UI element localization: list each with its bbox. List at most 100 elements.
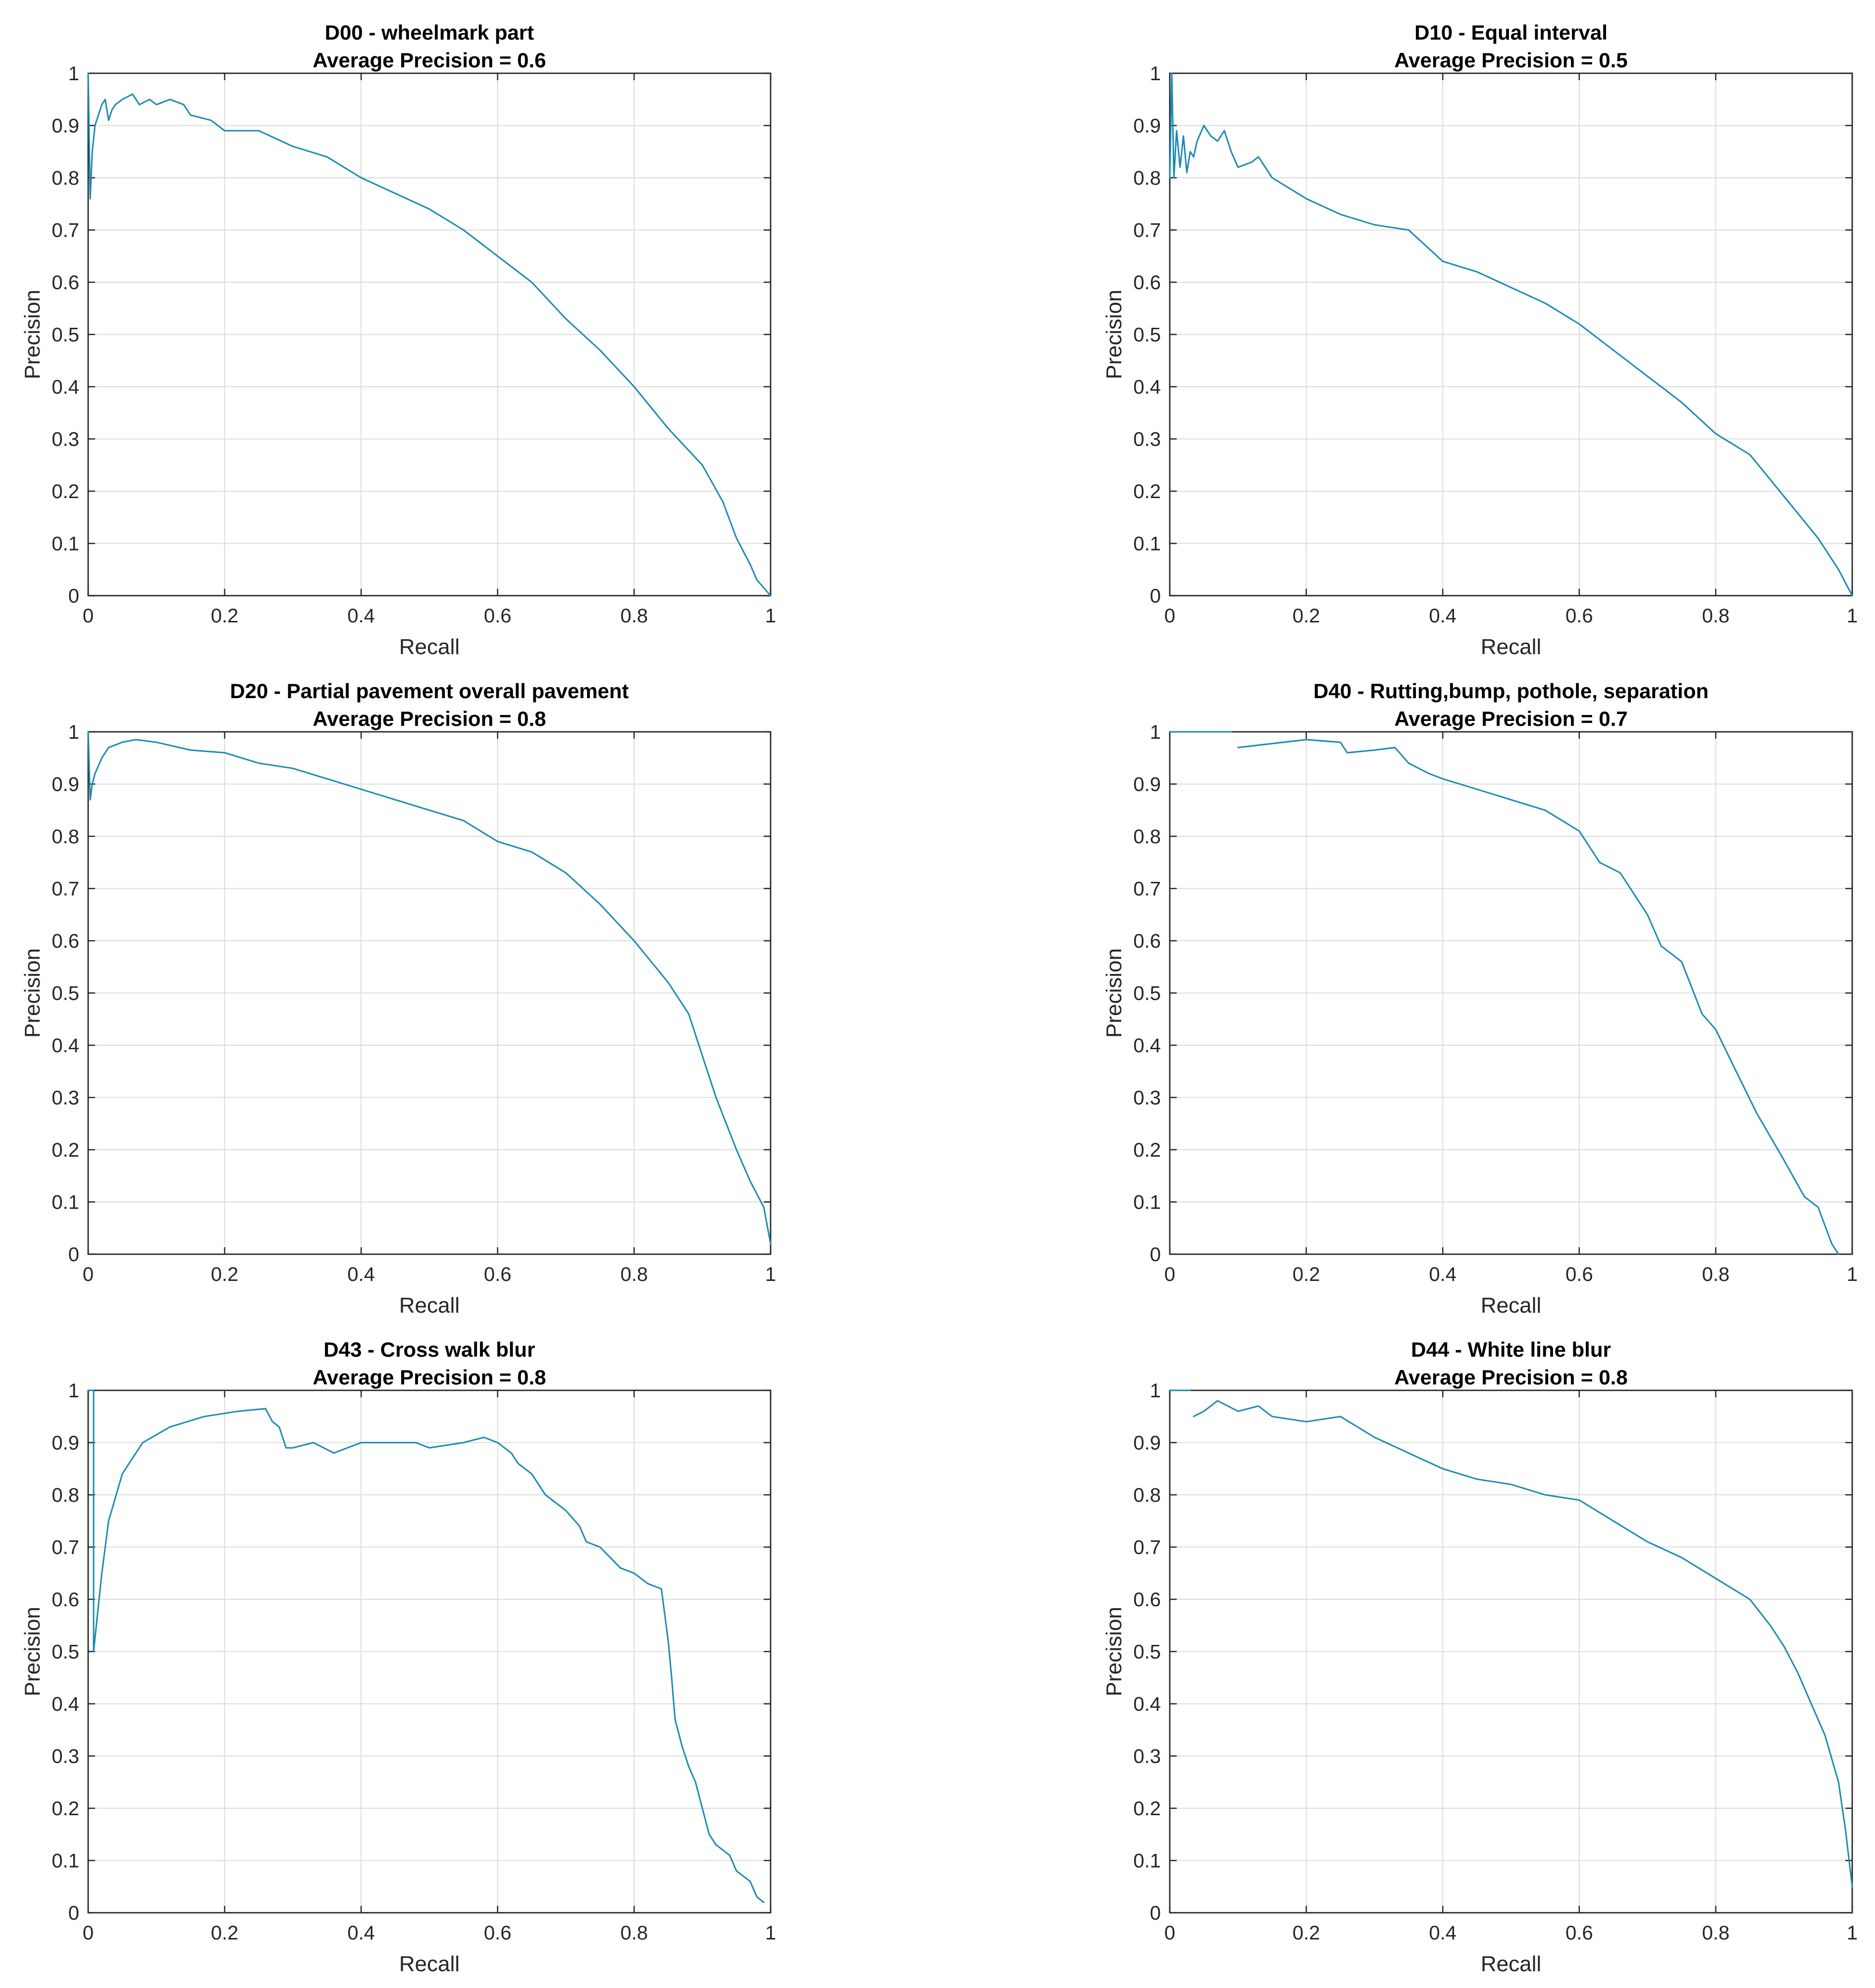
x-tick-label: 1	[765, 1264, 776, 1285]
x-tick-label: 0.8	[621, 605, 648, 627]
pr-curve-d20	[87, 731, 772, 1245]
chart-subtitle: Average Precision = 0.8	[312, 1366, 546, 1389]
y-tick-label: 1	[68, 1380, 79, 1402]
chart-title: D20 - Partial pavement overall pavement	[230, 679, 628, 703]
pr-chart-3: D40 - Rutting,bump, pothole, separation A…	[1102, 679, 1858, 1318]
x-tick-label: 0.8	[621, 1264, 648, 1285]
y-tick-label: 0.3	[52, 1746, 79, 1768]
y-tick-label: 0.9	[52, 115, 79, 137]
y-axis-label: Precision	[1102, 948, 1126, 1038]
pr-curve-d43	[87, 1389, 765, 1903]
y-tick-label: 0.1	[52, 1850, 79, 1872]
y-tick-label: 0.8	[1133, 826, 1161, 848]
x-tick-label: 1	[765, 605, 776, 627]
x-tick-label: 1	[1847, 1922, 1858, 1944]
y-tick-label: 0.2	[1133, 1798, 1161, 1820]
y-tick-label: 0.2	[52, 481, 79, 503]
y-tick-label: 0.3	[1133, 429, 1161, 451]
x-axis-label: Recall	[399, 635, 460, 659]
x-tick-label: 1	[1847, 1264, 1858, 1285]
y-tick-label: 0.9	[52, 1432, 79, 1454]
pr-curve-d00	[87, 72, 772, 597]
y-tick-label: 0.4	[52, 1693, 79, 1715]
chart-title: D44 - White line blur	[1411, 1338, 1611, 1361]
x-tick-label: 0.4	[347, 605, 375, 627]
y-tick-label: 0.8	[52, 826, 79, 848]
x-axis-label: Recall	[399, 1952, 460, 1976]
y-tick-label: 0.5	[1133, 983, 1161, 1005]
pr-chart-5: D44 - White line blur Average Precision =…	[1102, 1338, 1858, 1976]
y-tick-label: 0.7	[1133, 220, 1161, 242]
pr-curve-d40	[1237, 739, 1839, 1255]
y-tick-label: 1	[68, 63, 79, 85]
pr-chart-4: D43 - Cross walk blur Average Precision =…	[20, 1338, 776, 1976]
y-tick-label: 0.4	[1133, 1693, 1161, 1715]
y-tick-label: 0.7	[52, 1537, 79, 1559]
x-tick-label: 0.4	[1429, 1922, 1457, 1944]
x-tick-label: 0.6	[1565, 1264, 1593, 1285]
x-tick-label: 0.2	[211, 1922, 239, 1944]
x-tick-label: 0.6	[1565, 1922, 1593, 1944]
y-axis-label: Precision	[1102, 1607, 1126, 1696]
x-tick-label: 0.6	[484, 1922, 512, 1944]
y-tick-label: 0.1	[52, 533, 79, 555]
y-tick-label: 0.4	[1133, 1035, 1161, 1057]
y-tick-label: 0	[68, 585, 79, 607]
y-tick-label: 0.7	[1133, 878, 1161, 900]
x-axis-label: Recall	[1481, 1952, 1541, 1976]
y-tick-label: 0.9	[1133, 774, 1161, 796]
y-axis-label: Precision	[20, 290, 45, 379]
y-axis-label: Precision	[20, 1607, 45, 1696]
y-axis-label: Precision	[20, 948, 45, 1038]
x-tick-label: 0	[83, 605, 94, 627]
x-tick-label: 0.4	[347, 1922, 375, 1944]
x-tick-label: 0.4	[347, 1264, 375, 1285]
chart-subtitle: Average Precision = 0.8	[312, 707, 546, 730]
y-tick-label: 0.6	[52, 272, 79, 294]
x-tick-label: 0	[83, 1922, 94, 1944]
y-tick-label: 0.2	[1133, 1139, 1161, 1161]
x-tick-label: 1	[765, 1922, 776, 1944]
y-tick-label: 1	[68, 721, 79, 743]
y-tick-label: 0.6	[1133, 272, 1161, 294]
x-tick-label: 0.8	[621, 1922, 648, 1944]
y-tick-label: 0.3	[52, 429, 79, 451]
y-tick-label: 0.9	[1133, 115, 1161, 137]
y-tick-label: 1	[1150, 63, 1161, 85]
y-tick-label: 0	[1150, 1902, 1161, 1924]
y-tick-label: 0.5	[1133, 324, 1161, 346]
x-tick-label: 0.2	[1293, 1922, 1320, 1944]
x-tick-label: 0.2	[211, 1264, 239, 1285]
y-tick-label: 0.1	[1133, 533, 1161, 555]
y-axis-label: Precision	[1102, 290, 1126, 379]
x-tick-label: 0.4	[1429, 605, 1457, 627]
y-tick-label: 0.2	[52, 1139, 79, 1161]
y-tick-label: 0.8	[52, 1484, 79, 1506]
y-tick-label: 0.5	[52, 983, 79, 1005]
chart-subtitle: Average Precision = 0.8	[1394, 1366, 1627, 1389]
x-tick-label: 0	[1164, 605, 1175, 627]
y-tick-label: 0.8	[1133, 167, 1161, 189]
y-tick-label: 0.6	[1133, 930, 1161, 952]
y-tick-label: 0.1	[1133, 1850, 1161, 1872]
x-tick-label: 0	[1164, 1922, 1175, 1944]
y-tick-label: 0.1	[1133, 1192, 1161, 1214]
y-tick-label: 0.1	[52, 1192, 79, 1214]
y-tick-label: 0.8	[1133, 1484, 1161, 1506]
x-axis-label: Recall	[1481, 1293, 1541, 1318]
x-axis-label: Recall	[1481, 635, 1541, 659]
y-tick-label: 0.3	[1133, 1087, 1161, 1109]
pr-chart-0: D00 - wheelmark part Average Precision = …	[20, 21, 776, 659]
y-tick-label: 1	[1150, 721, 1161, 743]
x-tick-label: 0.8	[1702, 1264, 1730, 1285]
chart-subtitle: Average Precision = 0.7	[1394, 707, 1627, 730]
y-tick-label: 0.2	[1133, 481, 1161, 503]
chart-title: D00 - wheelmark part	[325, 21, 534, 44]
y-tick-label: 0.4	[52, 1035, 79, 1057]
x-tick-label: 0	[83, 1264, 94, 1285]
x-tick-label: 0.2	[1293, 1264, 1320, 1285]
x-tick-label: 0.8	[1702, 605, 1730, 627]
y-tick-label: 0.3	[52, 1087, 79, 1109]
y-tick-label: 0.5	[1133, 1641, 1161, 1663]
